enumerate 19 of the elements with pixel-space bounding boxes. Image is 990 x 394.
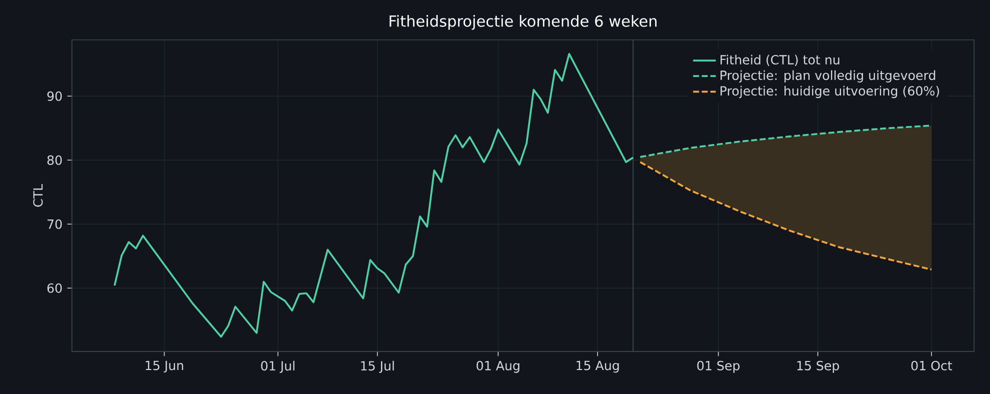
legend-label: Projectie: plan volledig uitgevoerd xyxy=(720,70,936,82)
y-tick-label: 70 xyxy=(48,219,62,229)
chart-title: Fitheidsprojectie komende 6 weken xyxy=(390,14,657,30)
x-tick-label: 15 Jul xyxy=(361,360,394,373)
x-tick-label: 01 Jul xyxy=(261,360,294,373)
x-tick-label: 01 Sep xyxy=(697,360,740,373)
x-tick-label: 15 Jun xyxy=(146,360,184,372)
line-series xyxy=(114,52,634,338)
y-tick-label: 90 xyxy=(47,91,62,101)
line-series xyxy=(639,160,932,270)
y-tick-label: 60 xyxy=(47,283,62,293)
y-tick-label: 80 xyxy=(47,155,62,165)
x-tick-label: 01 Aug xyxy=(476,360,520,373)
x-tick-label: 15 Sep xyxy=(797,360,840,373)
x-tick-label: 15 Aug xyxy=(576,360,619,372)
legend-label: Projectie: huidige uitvoering (60%) xyxy=(720,86,940,98)
legend-label: Fitheid (CTL) tot nu xyxy=(720,54,840,66)
x-tick-label: 01 Oct xyxy=(911,360,952,370)
y-axis-title: CTL xyxy=(33,184,43,207)
